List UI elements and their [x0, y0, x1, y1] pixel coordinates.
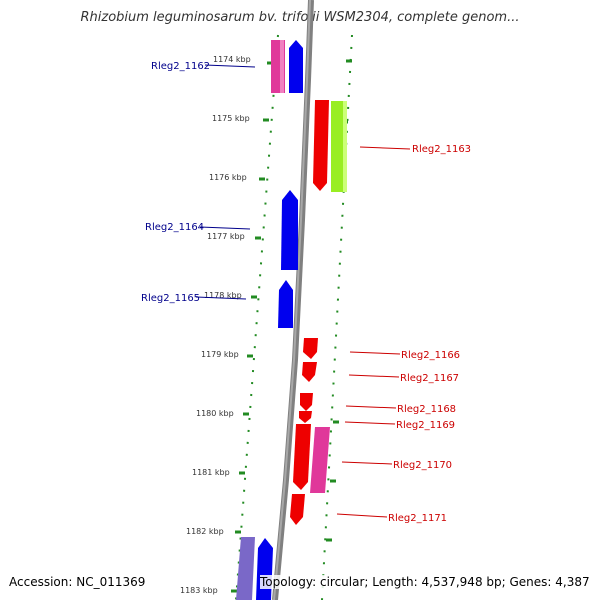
- ruler-label: 1175 kbp: [212, 114, 250, 123]
- gene-label-rleg2-1169[interactable]: Rleg2_1169: [396, 420, 455, 431]
- gene-arrow-reverse[interactable]: [281, 190, 298, 270]
- forward-strand-track: [290, 100, 347, 525]
- ruler-label: 1179 kbp: [201, 350, 239, 359]
- leader-line: [199, 226, 251, 230]
- ruler-label: 1177 kbp: [207, 232, 245, 241]
- ruler-label: 1183 kbp: [180, 586, 218, 595]
- gene-label-rleg2-1166[interactable]: Rleg2_1166: [401, 350, 460, 361]
- ruler-label: 1174 kbp: [213, 55, 251, 64]
- gene-label-rleg2-1164[interactable]: Rleg2_1164: [145, 222, 204, 233]
- gene-arrow-forward[interactable]: [303, 338, 318, 359]
- ruler-label: 1180 kbp: [196, 409, 234, 418]
- gene-label-rleg2-1167[interactable]: Rleg2_1167: [400, 373, 459, 384]
- ruler-label: 1178 kbp: [204, 291, 242, 300]
- genome-backbone: [272, 0, 314, 600]
- gene-label-rleg2-1162[interactable]: Rleg2_1162: [151, 61, 210, 72]
- leader-line: [195, 296, 247, 300]
- accession-text: Accession: NC_011369: [9, 575, 146, 589]
- leader-line: [204, 64, 256, 68]
- gene-arrow-reverse[interactable]: [289, 40, 303, 93]
- gene-arrow-reverse[interactable]: [256, 538, 273, 600]
- gene-arrow-forward[interactable]: [313, 100, 329, 191]
- gene-arrow-forward[interactable]: [299, 411, 312, 423]
- leader-line: [348, 374, 400, 378]
- gene-arrow-forward[interactable]: [302, 362, 317, 382]
- gene-label-rleg2-1165[interactable]: Rleg2_1165: [141, 293, 200, 304]
- gene-arrow-forward[interactable]: [290, 494, 305, 525]
- ruler-label: 1181 kbp: [192, 468, 230, 477]
- leader-line: [344, 421, 396, 425]
- gene-label-rleg2-1171[interactable]: Rleg2_1171: [388, 513, 447, 524]
- leader-line: [341, 461, 393, 465]
- leader-line: [349, 351, 401, 355]
- gene-label-rleg2-1163[interactable]: Rleg2_1163: [412, 144, 471, 155]
- gene-arrow-forward[interactable]: [293, 424, 311, 490]
- leader-line: [345, 405, 397, 409]
- gene-feature-purple[interactable]: [236, 537, 255, 600]
- gene-arrow-forward[interactable]: [300, 393, 313, 411]
- ruler-label: 1182 kbp: [186, 527, 224, 536]
- map-title: Rhizobium leguminosarum bv. trifolii WSM…: [80, 10, 520, 25]
- gene-arrow-reverse[interactable]: [278, 280, 293, 328]
- gene-label-rleg2-1168[interactable]: Rleg2_1168: [397, 404, 456, 415]
- topology-summary: Topology: circular; Length: 4,537,948 bp…: [260, 575, 590, 589]
- leader-line: [336, 513, 388, 518]
- gene-label-rleg2-1170[interactable]: Rleg2_1170: [393, 460, 452, 471]
- ruler-label: 1176 kbp: [209, 173, 247, 182]
- leader-line: [359, 146, 411, 150]
- gene-feature-magenta[interactable]: [310, 427, 330, 493]
